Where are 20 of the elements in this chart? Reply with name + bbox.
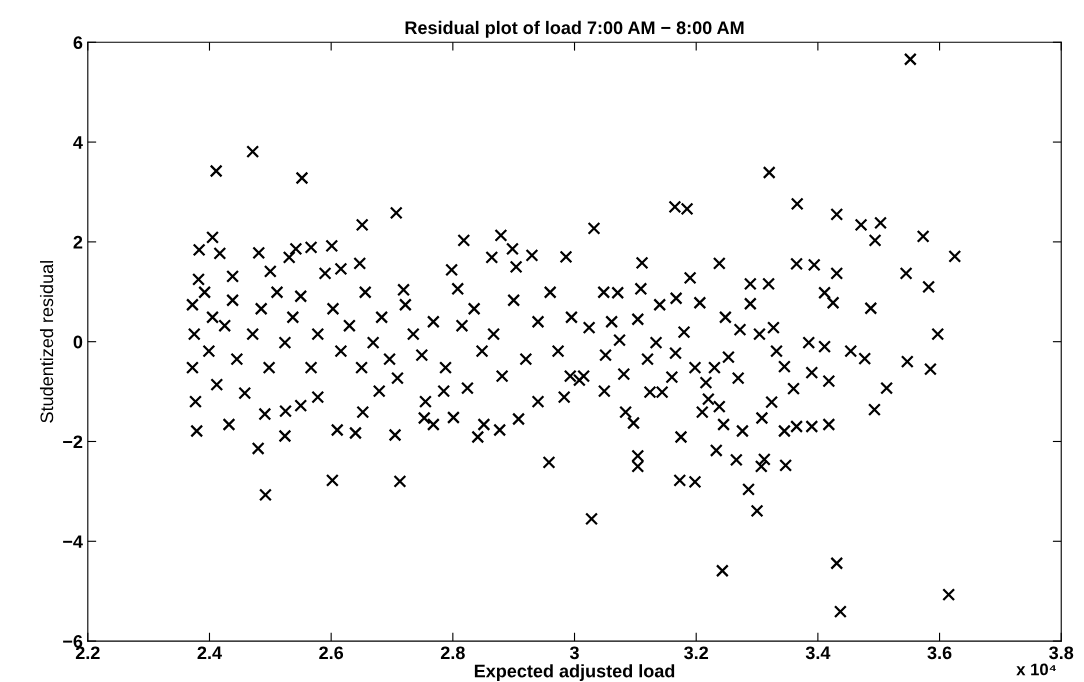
x-tick-label: 3: [569, 646, 579, 660]
y-tick-label: −4: [63, 535, 83, 548]
x-axis-title: Expected adjusted load: [474, 664, 675, 681]
chart-title: Residual plot of load 7:00 AM − 8:00 AM: [405, 20, 744, 38]
x-tick-label: 3.4: [805, 646, 831, 660]
y-tick-label: 4: [73, 136, 83, 149]
y-tick-label: 2: [73, 235, 83, 249]
x-tick-label: 2.2: [75, 646, 100, 660]
x-tick-label: 3.6: [927, 646, 952, 660]
y-tick-label: −2: [63, 435, 83, 449]
y-tick-label: −6: [63, 635, 83, 648]
x-tick-label: 2.4: [197, 646, 222, 660]
y-tick-label: 0: [73, 335, 83, 349]
text: x 10⁴: [1016, 663, 1056, 676]
x-tick-label: 2.6: [319, 646, 344, 660]
y-tick-label: 6: [73, 36, 83, 49]
y-axis-title: Studentized residual: [39, 261, 54, 423]
x-tick-label: 2.8: [440, 646, 465, 660]
x-tick-label: 3.8: [1049, 646, 1074, 660]
x-tick-label: 3.2: [684, 646, 709, 660]
